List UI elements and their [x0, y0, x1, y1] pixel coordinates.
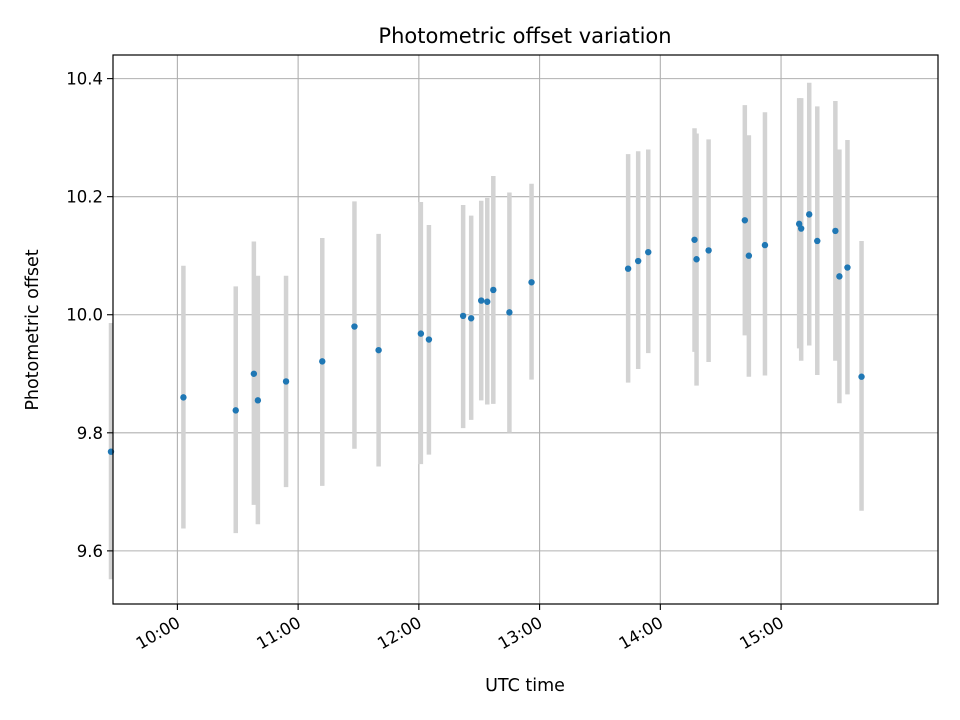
x-tick-label: 14:00	[616, 613, 667, 653]
data-point	[506, 309, 513, 316]
data-point	[319, 358, 326, 365]
data-point	[634, 257, 642, 265]
y-tick-label: 10.4	[66, 70, 103, 89]
y-tick-label: 10.0	[66, 306, 103, 325]
data-point	[417, 330, 425, 337]
y-axis-label: Photometric offset	[23, 249, 43, 410]
x-tick-label: 10:00	[133, 613, 184, 653]
data-point	[814, 237, 821, 245]
data-point	[375, 346, 382, 354]
data-point	[832, 227, 839, 235]
data-point	[844, 264, 851, 271]
data-point	[459, 312, 467, 320]
data-point	[797, 225, 805, 232]
data-point	[693, 256, 700, 263]
data-point	[836, 273, 843, 280]
data-point	[425, 336, 433, 343]
data-point	[467, 315, 475, 322]
data-point	[745, 252, 753, 259]
y-tick-label: 10.2	[66, 188, 103, 207]
y-tick-label: 9.6	[77, 542, 103, 561]
data-point	[705, 247, 712, 254]
data-point	[250, 370, 258, 377]
x-tick-label: 11:00	[253, 613, 304, 653]
data-point	[484, 298, 491, 305]
data-point	[478, 297, 485, 304]
data-point	[254, 397, 262, 404]
x-tick-label: 13:00	[495, 613, 546, 653]
data-point	[761, 241, 769, 249]
data-point	[232, 407, 239, 414]
data-point	[490, 286, 497, 294]
chart-title: Photometric offset variation	[378, 24, 671, 48]
error-bars	[108, 82, 864, 580]
data-point	[858, 373, 865, 380]
data-point	[741, 217, 749, 224]
data-point	[528, 279, 535, 286]
data-point	[180, 394, 187, 401]
data-point	[691, 236, 698, 243]
x-tick-label: 12:00	[374, 613, 425, 653]
data-point	[645, 248, 652, 256]
data-point	[282, 378, 290, 385]
y-axis-ticks: 9.6 9.8 10.0 10.2 10.4	[66, 70, 113, 561]
plot-area-frame	[112, 54, 939, 605]
data-point	[806, 211, 813, 218]
data-point	[351, 323, 358, 330]
x-axis-ticks: 10:00 11:00 12:00 13:00 14:00 15:00	[133, 604, 787, 653]
x-tick-label: 15:00	[736, 613, 787, 653]
data-point	[624, 265, 632, 272]
y-tick-label: 9.8	[77, 424, 103, 443]
x-axis-label: UTC time	[485, 676, 565, 696]
